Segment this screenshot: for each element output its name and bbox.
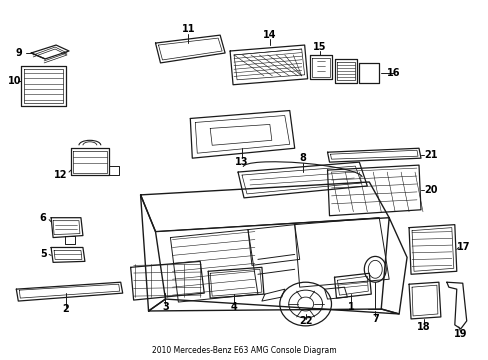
Text: 21: 21: [423, 150, 437, 160]
Text: 2: 2: [62, 304, 69, 314]
Text: 19: 19: [453, 329, 467, 339]
Text: 6: 6: [40, 213, 46, 223]
Text: 22: 22: [298, 316, 312, 326]
Text: 13: 13: [235, 157, 248, 167]
Text: 3: 3: [162, 302, 168, 312]
Text: 16: 16: [386, 68, 400, 78]
Text: 4: 4: [230, 302, 237, 312]
Text: 1: 1: [347, 302, 354, 312]
Text: 15: 15: [312, 42, 325, 52]
Text: 17: 17: [456, 243, 469, 252]
Text: 2010 Mercedes-Benz E63 AMG Console Diagram: 2010 Mercedes-Benz E63 AMG Console Diagr…: [151, 346, 336, 355]
Text: 11: 11: [181, 24, 195, 34]
Text: 9: 9: [16, 48, 22, 58]
Text: 12: 12: [54, 170, 68, 180]
Text: 20: 20: [423, 185, 437, 195]
Text: 18: 18: [416, 322, 430, 332]
Text: 14: 14: [263, 30, 276, 40]
Text: 8: 8: [299, 153, 305, 163]
Text: 5: 5: [40, 249, 46, 260]
Text: 7: 7: [371, 314, 378, 324]
Text: 10: 10: [7, 76, 21, 86]
